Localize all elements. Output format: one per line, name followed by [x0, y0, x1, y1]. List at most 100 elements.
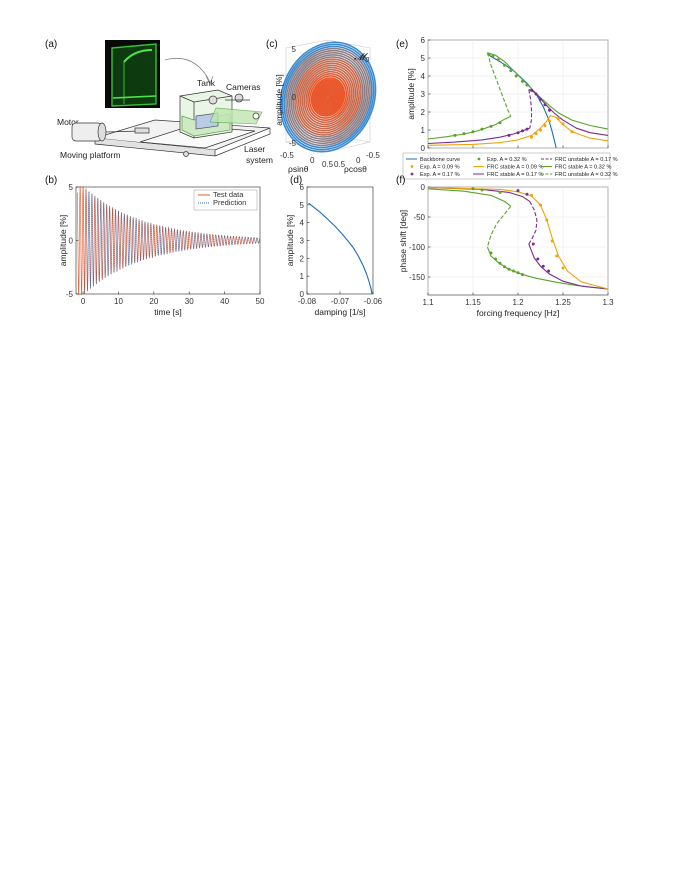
d-ytick-label: 4	[300, 219, 305, 228]
panel-e: (e) 0 1 2 3 4 5 6 amplitude [%]	[396, 36, 609, 153]
manifold-ring	[279, 41, 377, 153]
d-series-0	[308, 202, 373, 295]
panel-f-label: (f)	[396, 175, 405, 186]
manifold-ring	[286, 49, 370, 145]
f-point-7-10	[498, 190, 502, 194]
e-point-9-1	[534, 92, 538, 96]
manifold-ring	[288, 52, 368, 142]
d-ylabel: amplitude [%]	[285, 215, 295, 267]
f-point-7-8	[471, 187, 475, 191]
manifold-ring	[281, 43, 375, 151]
camera-photo	[105, 40, 160, 108]
f-point-8-3	[536, 257, 540, 261]
legend-label: FRC unstable A = 0.32 %	[555, 172, 618, 178]
c-xtick-c: -0.5	[366, 151, 380, 160]
b-ytick-label: -5	[66, 290, 74, 299]
b-ylabel: amplitude [%]	[58, 215, 68, 267]
d-xtick-label: -0.08	[298, 297, 317, 306]
legend-label: FRC unstable A = 0.17 %	[555, 157, 618, 163]
c-zlabel: amplitude [%]	[274, 74, 284, 126]
e-ytick-label: 0	[421, 144, 426, 153]
e-point-10-7	[570, 130, 574, 134]
f-series-4	[528, 243, 609, 290]
manifold-ring	[285, 47, 371, 147]
e-point-8-1	[491, 54, 495, 58]
e-point-10-5	[557, 116, 560, 120]
b-xtick-label: 50	[256, 297, 265, 306]
c-ztick-0: 0	[292, 93, 297, 102]
e-point-9-2	[539, 97, 542, 101]
d-ytick-label: 6	[300, 183, 305, 192]
manifold-ring	[299, 64, 357, 130]
d-ytick-label: 1	[300, 272, 305, 281]
e-ytick-label: 5	[421, 54, 426, 63]
manifold-ring	[283, 45, 373, 149]
manifold-core	[311, 77, 345, 117]
f-point-9-3	[550, 239, 554, 243]
manifold-ring	[296, 60, 360, 134]
legend-label: Exp. A = 0.32 %	[487, 157, 527, 163]
e-point-10-3	[543, 124, 547, 127]
e-point-9-8	[525, 127, 529, 131]
f-point-7-3	[503, 265, 506, 269]
e-point-8-12	[489, 124, 493, 128]
f-xtick-label: 1.2	[512, 298, 524, 307]
e-point-9-3	[543, 103, 547, 107]
b-ytick-label: 0	[69, 237, 74, 246]
c-ztick-neg5: -5	[289, 139, 297, 148]
f-point-8-5	[547, 269, 551, 273]
f-point-9-5	[561, 266, 565, 270]
c-ytick-c: 0.5	[322, 160, 334, 169]
b-xtick-label: 30	[185, 297, 194, 306]
f-point-7-2	[498, 261, 502, 265]
panel-b-label: (b)	[45, 175, 57, 186]
tank-label: Tank	[197, 78, 216, 88]
e-point-9-5	[507, 133, 511, 137]
setup-drawing	[71, 89, 271, 157]
legend-ef-box	[402, 152, 611, 180]
e-point-10-1	[534, 132, 538, 136]
panel-a-label: (a)	[45, 39, 57, 50]
e-ytick-label: 1	[421, 126, 426, 135]
e-point-10-4	[548, 119, 551, 123]
manifold-ring	[290, 54, 366, 140]
b-ytick-label: 5	[69, 183, 74, 192]
manifold-ring	[308, 75, 348, 119]
legend-swatch	[410, 165, 414, 168]
photo-arrow	[164, 57, 211, 83]
e-ytick-label: 3	[421, 90, 426, 99]
f-xtick-label: 1.1	[422, 298, 434, 307]
f-series-2	[486, 205, 512, 248]
f-point-8-2	[531, 242, 535, 246]
laser-label-2: system	[246, 155, 273, 165]
f-ytick-label: -150	[409, 273, 426, 282]
panel-c-label: (c)	[266, 39, 278, 50]
e-point-9-7	[521, 129, 524, 133]
manifold-ring	[303, 68, 353, 126]
manifold-ring	[307, 73, 349, 121]
f-point-9-4	[555, 254, 559, 258]
manifold-ring	[294, 58, 362, 136]
panel-b: (b) 0 10 20 30 40 50 -5 0 5 time [s] amplitude [%]…	[45, 175, 265, 317]
d-plot-area	[306, 186, 374, 295]
e-point-8-0	[487, 52, 491, 56]
e-point-8-9	[462, 132, 466, 136]
c-ztick-5: 5	[292, 45, 297, 54]
d-xtick-label: -0.06	[364, 297, 383, 306]
b-xtick-label: 0	[81, 297, 86, 306]
f-point-8-4	[541, 264, 545, 268]
f-ytick-label: -100	[409, 243, 426, 252]
c-xtick-a: 0.5	[334, 160, 346, 169]
c-ytick-a: -0.5	[280, 151, 294, 160]
f-ytick-label: 0	[421, 183, 426, 192]
f-point-9-1	[539, 203, 542, 207]
e-point-10-2	[539, 128, 542, 132]
laser-label-1: Laser	[244, 144, 265, 154]
b-legend-label: Test data	[213, 190, 244, 199]
legend-label: Backbone curve	[420, 157, 460, 163]
f-series-0	[427, 188, 512, 207]
f-xtick-label: 1.3	[602, 298, 614, 307]
panel-d: (d) -0.08 -0.07 -0.06 0 1 2 3 4 5 6 damping [1/s] a…	[285, 175, 383, 317]
b-xtick-label: 40	[220, 297, 229, 306]
f-xtick-label: 1.25	[555, 298, 571, 307]
